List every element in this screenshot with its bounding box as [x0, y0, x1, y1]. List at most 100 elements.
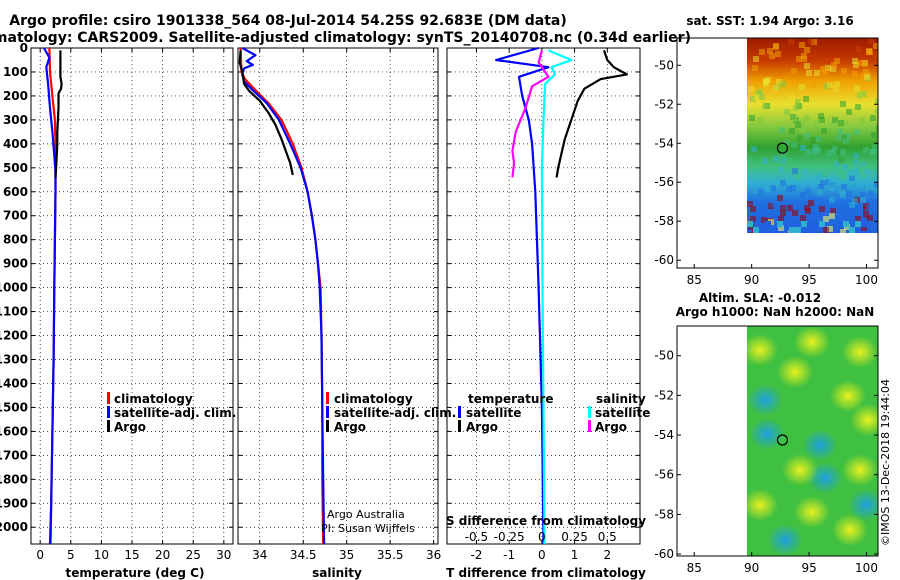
sst-pixel [818, 113, 824, 119]
sst-pixel [750, 96, 756, 102]
secondary-tick-label: 0.5 [598, 530, 617, 544]
sdiff-axis-label: S difference from climatology [446, 514, 646, 528]
sst-pixel [873, 43, 878, 49]
sst-pixel [842, 120, 848, 126]
float-location-marker [776, 434, 789, 446]
sst-pixel [799, 42, 805, 48]
map-data-area [747, 326, 878, 556]
secondary-tick-label: -0.25 [494, 530, 525, 544]
sst-pixel [825, 65, 831, 71]
legend-swatch-satellite [326, 406, 329, 418]
sst-pixel [780, 81, 786, 87]
sst-pixel [853, 160, 859, 166]
sst-pixel [813, 198, 819, 204]
sst-pixel [820, 180, 826, 186]
x-tick-label: 1 [571, 548, 579, 562]
legend-swatch-s-satellite [588, 406, 591, 418]
sst-pixel [849, 202, 855, 208]
legend-title-salinity: salinity [596, 392, 646, 406]
sst-pixel [800, 215, 806, 221]
sst-edge-pixel [819, 221, 825, 227]
sst-edge-pixel [795, 227, 801, 233]
sst-pixel [795, 99, 801, 105]
sst-pixel [800, 192, 806, 198]
salinity-panel: 34 34.5 35 35.5 36 [237, 47, 441, 562]
sst-pixel [750, 206, 756, 212]
sst-pixel [804, 47, 810, 53]
sst-pixel [854, 85, 860, 91]
sst-edge-pixel [807, 233, 813, 245]
sst-pixel [803, 96, 809, 102]
legend-label-s-satellite: satellite [595, 406, 650, 420]
sst-pixel [829, 185, 835, 191]
sst-pixel [757, 117, 763, 123]
sst-pixel [747, 158, 753, 164]
y-tick-label: -58 [654, 507, 674, 521]
sst-pixel [751, 146, 757, 152]
legend-label-satellite: satellite-adj. clim. [114, 406, 236, 420]
sst-pixel [852, 58, 858, 64]
temperature-axis-label: temperature (deg C) [66, 566, 205, 580]
sst-pixel [860, 73, 866, 79]
sst-pixel [840, 192, 846, 198]
sst-pixel [829, 213, 835, 219]
sst-edge-pixel [753, 227, 759, 233]
sst-pixel [831, 121, 837, 127]
legend-label-climatology: climatology [334, 392, 413, 406]
sst-pixel [823, 227, 829, 233]
sst-pixel [853, 62, 859, 68]
sst-pixel [800, 145, 806, 151]
sla-high-blob [747, 489, 778, 521]
series-line-climatology [239, 47, 325, 545]
x-tick-label: 15 [124, 548, 139, 562]
series-line-s-argo [511, 50, 550, 178]
temperature-panel: 0100200300400500600700800900100011001200… [0, 41, 234, 562]
x-tick-label: 90 [744, 561, 759, 575]
sst-pixel [792, 168, 798, 174]
sst-pixel [867, 49, 873, 55]
legend-swatch-t-satellite [458, 406, 461, 418]
salinity-legend: climatology satellite-adj. clim. Argo Ar… [321, 392, 456, 535]
sst-pixel [870, 149, 876, 155]
sst-pixel [780, 180, 786, 186]
x-tick-label: 10 [94, 548, 109, 562]
sst-pixel [862, 61, 868, 67]
y-tick-label: 600 [3, 185, 28, 199]
sst-pixel [830, 218, 836, 224]
sst-pixel [827, 226, 833, 232]
sst-pixel [873, 177, 878, 183]
sst-pixel [872, 52, 878, 58]
sst-pixel [767, 48, 773, 54]
sst-pixel [795, 174, 801, 180]
sst-pixel [819, 206, 825, 212]
sla-high-blob [747, 334, 778, 366]
legend-swatch-argo [326, 420, 329, 432]
sst-pixel [866, 205, 872, 211]
series-line-argo [54, 50, 63, 178]
sst-pixel [836, 149, 842, 155]
sla-high-blob [842, 454, 878, 486]
sst-pixel [773, 164, 779, 170]
sst-pixel [821, 170, 827, 176]
x-tick-label: 34 [252, 548, 267, 562]
sst-pixel [825, 58, 831, 64]
sst-pixel [792, 116, 798, 122]
sst-edge-pixel [789, 227, 795, 233]
sst-pixel [795, 122, 801, 128]
sst-pixel [817, 189, 823, 195]
sst-pixel [787, 158, 793, 164]
sst-pixel [770, 185, 776, 191]
legend-label-argo: Argo [114, 420, 146, 434]
sst-pixel [805, 149, 811, 155]
legend-label-satellite: satellite-adj. clim. [334, 406, 456, 420]
sst-pixel [868, 190, 874, 196]
sst-pixel [773, 43, 779, 49]
credit-argo-australia: Argo Australia [327, 508, 405, 521]
sst-pixel [759, 49, 765, 55]
sst-pixel [859, 118, 865, 124]
plot-frame [237, 47, 439, 545]
sst-pixel [810, 82, 816, 88]
x-tick-label: 100 [855, 561, 878, 575]
sst-pixel [874, 182, 878, 188]
sla-low-blob [767, 524, 803, 556]
